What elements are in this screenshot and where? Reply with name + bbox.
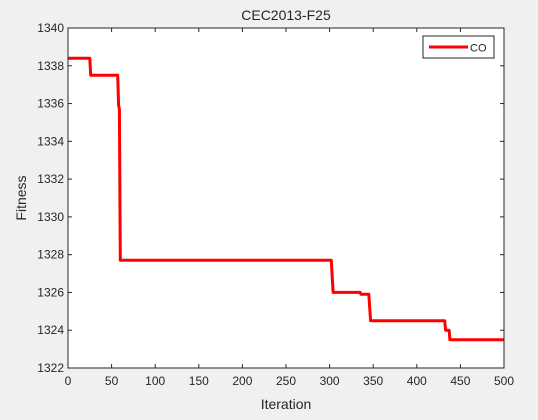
x-tick-label: 0	[65, 374, 72, 388]
x-tick-label: 300	[320, 374, 340, 388]
plot-frame	[67, 27, 505, 369]
x-tick-label: 250	[276, 374, 296, 388]
x-ticks: 0 50 100 150 200 250 300 350 400 450 500	[65, 28, 514, 388]
series-layer	[68, 56, 504, 342]
y-tick-label: 1322	[37, 361, 64, 375]
plot-area	[68, 28, 504, 368]
legend-label: CO	[470, 43, 487, 55]
x-tick-label: 350	[363, 374, 383, 388]
series-line-co	[68, 56, 504, 342]
x-tick-label: 400	[407, 374, 427, 388]
y-tick-label: 1324	[37, 323, 64, 337]
y-tick-label: 1338	[37, 59, 64, 73]
y-tick-label: 1340	[37, 21, 64, 35]
y-tick-label: 1334	[37, 134, 64, 148]
y-tick-label: 1326	[37, 285, 64, 299]
x-tick-label: 100	[145, 374, 165, 388]
x-tick-label: 50	[105, 374, 119, 388]
y-tick-label: 1332	[37, 172, 64, 186]
y-tick-label: 1336	[37, 97, 64, 111]
x-tick-label: 450	[450, 374, 470, 388]
x-tick-label: 200	[232, 374, 252, 388]
y-axis-label: Fitness	[13, 175, 29, 220]
x-tick-label: 500	[494, 374, 514, 388]
x-axis-label: Iteration	[261, 396, 312, 412]
chart-title: CEC2013-F25	[241, 7, 331, 23]
y-ticks: 1322 1324 1326 1328 1330 1332 1334 1336 1338 1340	[37, 21, 504, 375]
y-tick-label: 1328	[37, 248, 64, 262]
legend: CO	[422, 35, 495, 59]
y-tick-label: 1330	[37, 210, 64, 224]
x-tick-label: 150	[189, 374, 209, 388]
